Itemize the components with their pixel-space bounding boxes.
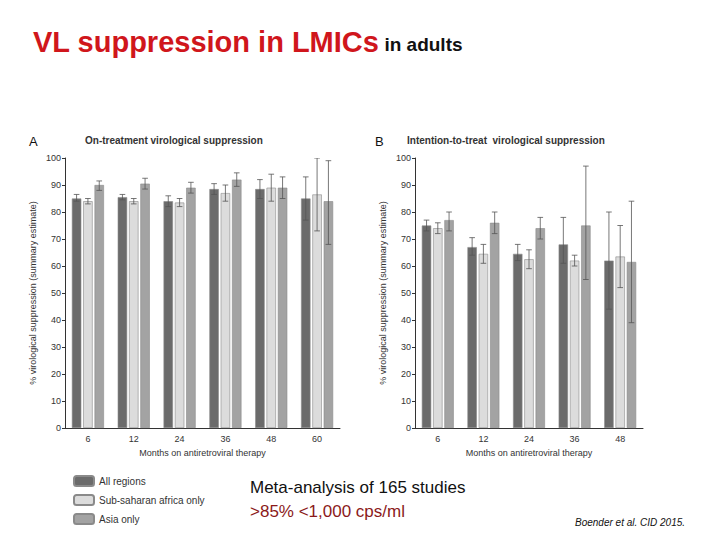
svg-text:Months on antiretroviral thera: Months on antiretroviral therapy (139, 448, 266, 458)
svg-text:100: 100 (46, 153, 61, 163)
svg-text:90: 90 (401, 180, 411, 190)
svg-text:80: 80 (401, 207, 411, 217)
svg-text:20: 20 (401, 369, 411, 379)
svg-text:20: 20 (51, 369, 61, 379)
svg-text:in adults: in adults (384, 34, 462, 55)
svg-text:30: 30 (401, 342, 411, 352)
svg-text:10: 10 (51, 396, 61, 406)
svg-text:70: 70 (401, 234, 411, 244)
svg-text:Meta-analysis of 165 studies: Meta-analysis of 165 studies (250, 478, 465, 497)
svg-text:A: A (29, 134, 38, 149)
svg-text:Months on antiretroviral thera: Months on antiretroviral therapy (466, 448, 593, 458)
svg-text:30: 30 (51, 342, 61, 352)
svg-text:90: 90 (51, 180, 61, 190)
svg-text:24: 24 (175, 434, 185, 444)
svg-text:60: 60 (312, 434, 322, 444)
svg-text:B: B (375, 134, 384, 149)
svg-text:Sub-saharan africa only: Sub-saharan africa only (99, 495, 205, 506)
svg-text:On-treatment virological suppr: On-treatment virological suppression (85, 135, 263, 146)
svg-text:100: 100 (396, 153, 411, 163)
svg-text:36: 36 (570, 434, 580, 444)
svg-text:12: 12 (478, 434, 488, 444)
svg-text:6: 6 (85, 434, 90, 444)
svg-text:All regions: All regions (99, 476, 146, 487)
svg-text:60: 60 (401, 261, 411, 271)
svg-text:>85% <1,000 cps/ml: >85% <1,000 cps/ml (250, 502, 405, 521)
svg-text:80: 80 (51, 207, 61, 217)
svg-text:40: 40 (51, 315, 61, 325)
svg-text:VL suppression in LMICs: VL suppression in LMICs (33, 26, 379, 58)
svg-text:50: 50 (401, 288, 411, 298)
svg-text:0: 0 (56, 423, 61, 433)
svg-text:Boender et al. CID 2015.: Boender et al. CID 2015. (575, 517, 685, 528)
svg-text:12: 12 (129, 434, 139, 444)
svg-text:% virological suppression (sum: % virological suppression (summary estim… (378, 201, 388, 385)
svg-text:Asia only: Asia only (99, 514, 140, 525)
svg-text:70: 70 (51, 234, 61, 244)
svg-text:50: 50 (51, 288, 61, 298)
svg-text:40: 40 (401, 315, 411, 325)
svg-text:0: 0 (406, 423, 411, 433)
svg-text:% virological suppression (sum: % virological suppression (summary estim… (28, 201, 38, 385)
svg-text:24: 24 (524, 434, 534, 444)
svg-text:60: 60 (51, 261, 61, 271)
svg-text:36: 36 (220, 434, 230, 444)
svg-text:48: 48 (266, 434, 276, 444)
svg-text:6: 6 (435, 434, 440, 444)
svg-text:10: 10 (401, 396, 411, 406)
svg-text:Intention-to-treat virologica: Intention-to-treat virological suppressi… (407, 135, 605, 146)
svg-text:48: 48 (615, 434, 625, 444)
